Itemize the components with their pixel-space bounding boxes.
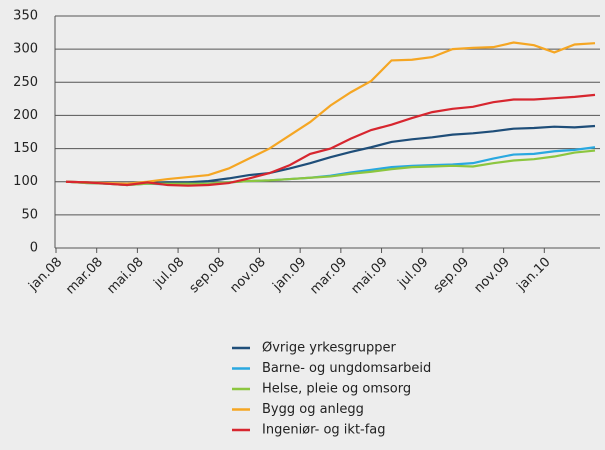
legend-label: Bygg og anlegg bbox=[262, 402, 364, 417]
y-tick-label: 350 bbox=[13, 9, 38, 24]
legend-label: Ingeniør- og ikt-fag bbox=[262, 423, 386, 438]
legend-label: Øvrige yrkesgrupper bbox=[262, 341, 396, 356]
y-tick-label: 250 bbox=[13, 75, 38, 90]
x-tick-label: nov.09 bbox=[472, 255, 513, 296]
line bbox=[65, 149, 596, 187]
x-tick-label: jul.08 bbox=[151, 255, 188, 292]
legend-label: Helse, pleie og omsorg bbox=[262, 382, 411, 397]
legend-label: Barne- og ungdomsarbeid bbox=[262, 361, 431, 376]
x-tick-label: sep.08 bbox=[187, 255, 229, 297]
x-tick-label: nov.08 bbox=[227, 255, 268, 296]
y-tick-label: 0 bbox=[30, 241, 38, 256]
x-tick-label: jan.10 bbox=[514, 255, 554, 295]
line bbox=[65, 146, 596, 187]
x-tick-label: mai.08 bbox=[104, 255, 146, 297]
x-tick-label: sep.09 bbox=[431, 255, 473, 297]
y-tick-label: 300 bbox=[13, 42, 38, 57]
y-tick-label: 50 bbox=[21, 207, 38, 222]
x-tick-label: mai.09 bbox=[348, 255, 390, 297]
line bbox=[65, 93, 596, 187]
y-tick-label: 150 bbox=[13, 141, 38, 156]
x-tick-label: mar.08 bbox=[63, 255, 106, 298]
x-tick-label: mar.09 bbox=[307, 255, 350, 298]
x-tick-label: jan.09 bbox=[270, 255, 310, 295]
line bbox=[65, 41, 596, 185]
x-tick-label: jan.08 bbox=[25, 255, 65, 295]
y-tick-label: 100 bbox=[13, 174, 38, 189]
y-tick-label: 200 bbox=[13, 108, 38, 123]
x-tick-label: jul.09 bbox=[395, 255, 432, 292]
